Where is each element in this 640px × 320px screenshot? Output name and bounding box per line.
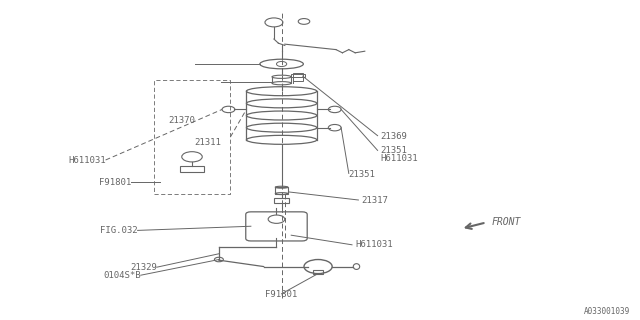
- Text: 21351: 21351: [381, 146, 408, 155]
- Text: FIG.032: FIG.032: [100, 226, 138, 235]
- Bar: [275, 187, 288, 194]
- Bar: [274, 198, 289, 203]
- Bar: [313, 270, 323, 274]
- Text: F91801: F91801: [266, 290, 298, 299]
- Bar: [291, 74, 305, 77]
- Bar: [180, 166, 204, 172]
- Text: 21369: 21369: [381, 132, 408, 140]
- Text: H611031: H611031: [381, 154, 419, 163]
- Text: A033001039: A033001039: [584, 308, 630, 316]
- Text: H611031: H611031: [68, 156, 106, 164]
- Bar: [293, 73, 303, 81]
- Text: 21311: 21311: [194, 138, 221, 147]
- Text: F91801: F91801: [99, 178, 131, 187]
- Text: 0104S*B: 0104S*B: [103, 271, 141, 280]
- Text: 21317: 21317: [362, 196, 388, 204]
- Text: 21351: 21351: [349, 170, 376, 179]
- Text: H611031: H611031: [355, 240, 393, 249]
- Text: 21329: 21329: [130, 263, 157, 272]
- Text: FRONT: FRONT: [492, 217, 521, 228]
- Text: 21370: 21370: [168, 116, 195, 124]
